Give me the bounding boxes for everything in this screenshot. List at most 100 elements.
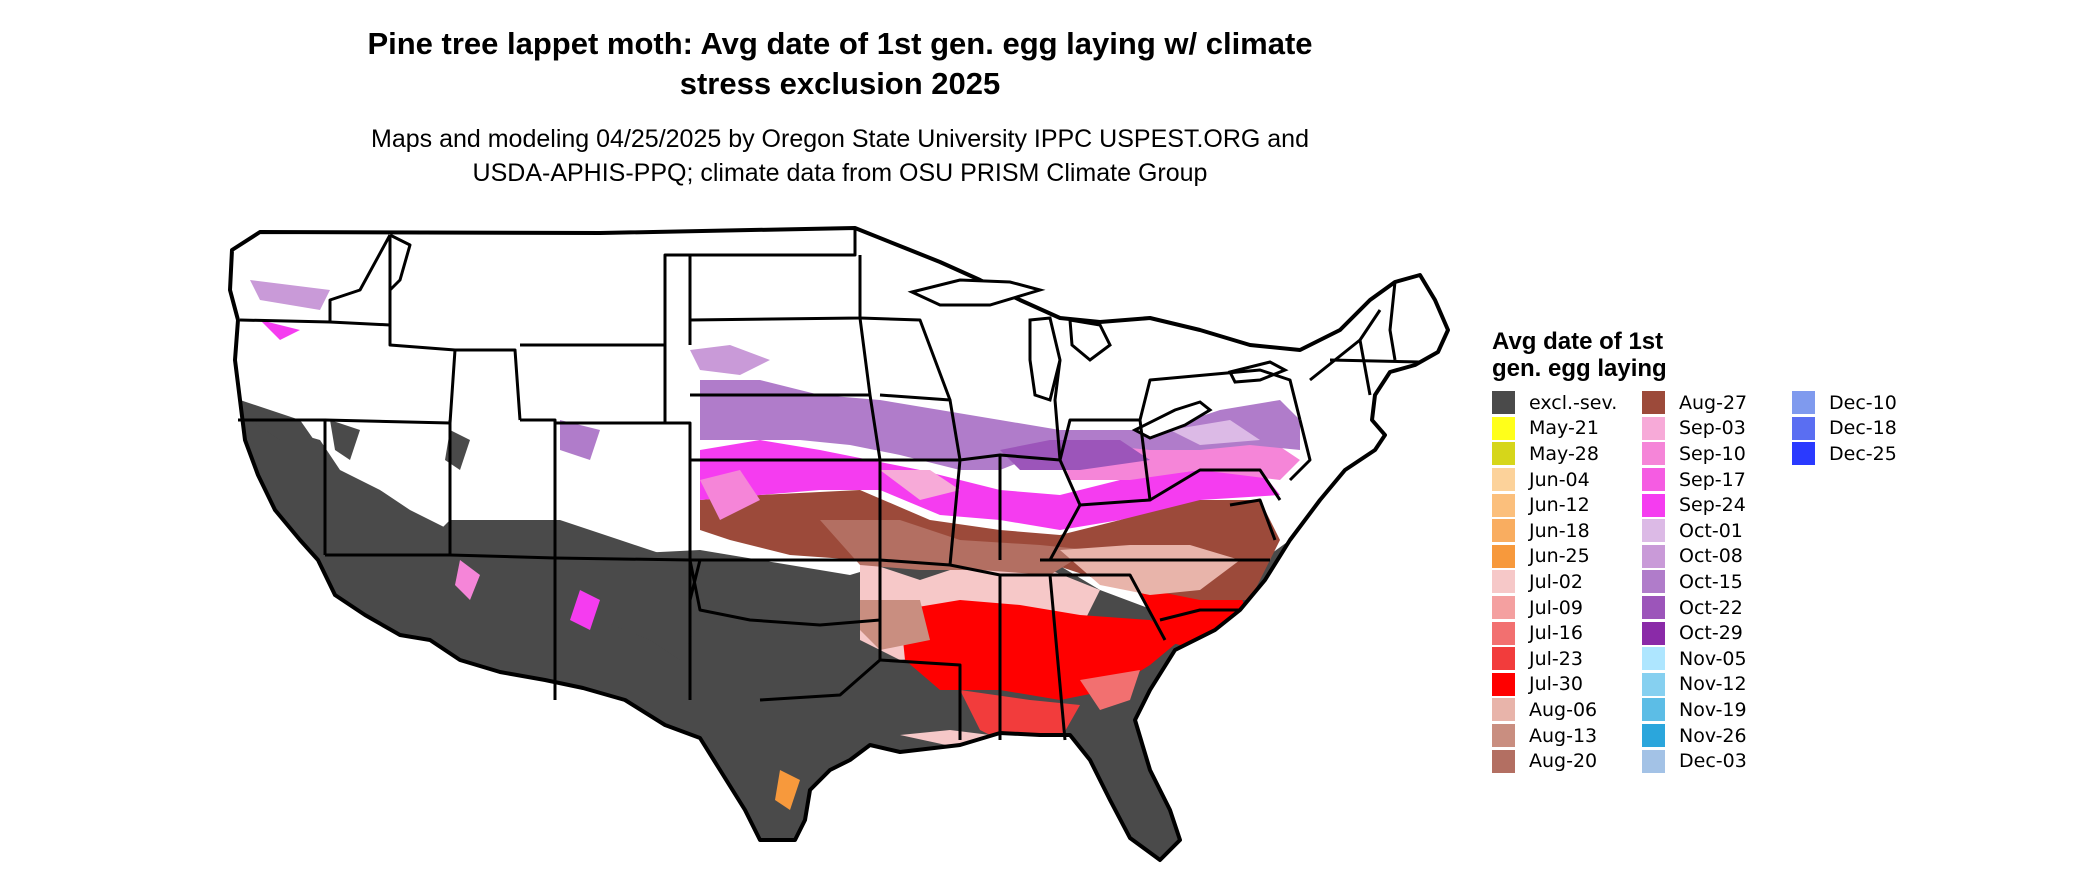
legend-label: Dec-25 — [1829, 442, 1897, 465]
legend-label: Jul-02 — [1529, 570, 1583, 593]
legend-item: Jun-04 — [1492, 467, 1642, 493]
legend-item: Oct-22 — [1642, 595, 1792, 621]
legend-item: May-21 — [1492, 416, 1642, 442]
legend-item: Jun-18 — [1492, 518, 1642, 544]
legend-item: Dec-18 — [1792, 416, 1942, 442]
legend-item: Aug-06 — [1492, 697, 1642, 723]
legend-item: Dec-25 — [1792, 441, 1942, 467]
legend-label: Nov-26 — [1679, 724, 1747, 747]
legend-label: Dec-10 — [1829, 391, 1897, 414]
legend-swatch — [1642, 519, 1665, 543]
legend-swatch — [1792, 442, 1815, 466]
legend-item: Dec-10 — [1792, 390, 1942, 416]
legend-item: Oct-15 — [1642, 569, 1792, 595]
map-subtitle: Maps and modeling 04/25/2025 by Oregon S… — [0, 122, 1680, 190]
legend-swatch — [1642, 596, 1665, 620]
legend-item: Nov-26 — [1642, 723, 1792, 749]
legend-item: Nov-19 — [1642, 697, 1792, 723]
legend-item: Jul-16 — [1492, 620, 1642, 646]
legend-item: Sep-24 — [1642, 492, 1792, 518]
legend-item: Nov-12 — [1642, 672, 1792, 698]
legend-label: Nov-19 — [1679, 698, 1747, 721]
legend-label: Jun-25 — [1529, 545, 1590, 568]
legend-item: Jun-12 — [1492, 492, 1642, 518]
legend-label: Oct-08 — [1679, 545, 1743, 568]
legend-column: Aug-27 Sep-03 Sep-10 Sep-17 Sep-24 Oct-01 Oct-… — [1642, 390, 1792, 774]
legend-label: excl.-sev. — [1529, 391, 1618, 414]
legend-title: Avg date of 1st gen. egg laying — [1492, 328, 1942, 382]
legend-swatch — [1642, 442, 1665, 466]
legend-label: Aug-06 — [1529, 698, 1598, 721]
legend-label: May-21 — [1529, 417, 1599, 440]
legend-label: Oct-29 — [1679, 622, 1743, 645]
legend-column: Dec-10 Dec-18 Dec-25 — [1792, 390, 1942, 774]
legend-item: Oct-29 — [1642, 620, 1792, 646]
legend-label: Dec-03 — [1679, 750, 1747, 773]
legend-label: Jun-18 — [1529, 519, 1590, 542]
legend-label: Sep-10 — [1679, 442, 1746, 465]
legend-item: Sep-17 — [1642, 467, 1792, 493]
legend-label: Sep-24 — [1679, 494, 1746, 517]
legend-item: Jul-09 — [1492, 595, 1642, 621]
legend-item: Jul-30 — [1492, 672, 1642, 698]
legend-swatch — [1492, 596, 1515, 620]
legend-label: Jul-23 — [1529, 647, 1583, 670]
legend-item: Aug-27 — [1642, 390, 1792, 416]
legend-swatch — [1642, 544, 1665, 568]
legend-swatch — [1642, 749, 1665, 773]
map-title-line-1: Pine tree lappet moth: Avg date of 1st g… — [367, 26, 1313, 61]
legend-label: Jun-04 — [1529, 468, 1590, 491]
conus-map — [228, 226, 1450, 862]
legend-swatch — [1492, 647, 1515, 671]
legend-swatch — [1642, 416, 1665, 440]
legend-swatch — [1492, 544, 1515, 568]
legend-item: Oct-01 — [1642, 518, 1792, 544]
legend-label: May-28 — [1529, 442, 1599, 465]
legend-swatch — [1492, 391, 1515, 415]
map-legend: Avg date of 1st gen. egg laying excl.-se… — [1492, 328, 1942, 774]
legend-item: Jun-25 — [1492, 544, 1642, 570]
map-subtitle-line-1: Maps and modeling 04/25/2025 by Oregon S… — [371, 125, 1309, 153]
legend-label: Aug-20 — [1529, 750, 1598, 773]
legend-swatch — [1492, 468, 1515, 492]
legend-title-line-1: Avg date of 1st — [1492, 328, 1664, 355]
legend-item: Nov-05 — [1642, 646, 1792, 672]
legend-swatch — [1642, 468, 1665, 492]
legend-swatch — [1492, 442, 1515, 466]
legend-swatch — [1642, 647, 1665, 671]
legend-swatch — [1642, 698, 1665, 722]
legend-label: Nov-12 — [1679, 673, 1747, 696]
legend-item: Aug-20 — [1492, 748, 1642, 774]
legend-item: Sep-10 — [1642, 441, 1792, 467]
legend-label: Sep-17 — [1679, 468, 1746, 491]
legend-label: Jul-30 — [1529, 673, 1583, 696]
legend-label: Nov-05 — [1679, 647, 1747, 670]
country-outline — [228, 226, 1450, 862]
legend-label: Jun-12 — [1529, 494, 1590, 517]
legend-swatch — [1492, 724, 1515, 748]
legend-swatch — [1642, 724, 1665, 748]
legend-swatch — [1792, 391, 1815, 415]
map-title: Pine tree lappet moth: Avg date of 1st g… — [0, 24, 1680, 104]
state-boundaries — [238, 228, 1421, 741]
legend-swatch — [1642, 672, 1665, 696]
legend-label: Aug-13 — [1529, 724, 1598, 747]
legend-item: May-28 — [1492, 441, 1642, 467]
legend-swatch — [1492, 519, 1515, 543]
legend-swatch — [1492, 493, 1515, 517]
legend-label: Jul-09 — [1529, 596, 1583, 619]
legend-label: Aug-27 — [1679, 391, 1748, 414]
legend-swatch — [1492, 698, 1515, 722]
legend-swatch — [1642, 391, 1665, 415]
legend-column: excl.-sev. May-21 May-28 Jun-04 Jun-12 Jun-18… — [1492, 390, 1642, 774]
legend-swatch — [1492, 570, 1515, 594]
legend-swatch — [1492, 416, 1515, 440]
map-title-line-2: stress exclusion 2025 — [679, 66, 1001, 101]
legend-swatch — [1492, 672, 1515, 696]
legend-label: Oct-15 — [1679, 570, 1743, 593]
legend-swatch — [1792, 416, 1815, 440]
legend-item: Dec-03 — [1642, 748, 1792, 774]
legend-item: Sep-03 — [1642, 416, 1792, 442]
legend-label: Jul-16 — [1529, 622, 1583, 645]
legend-item: Jul-02 — [1492, 569, 1642, 595]
